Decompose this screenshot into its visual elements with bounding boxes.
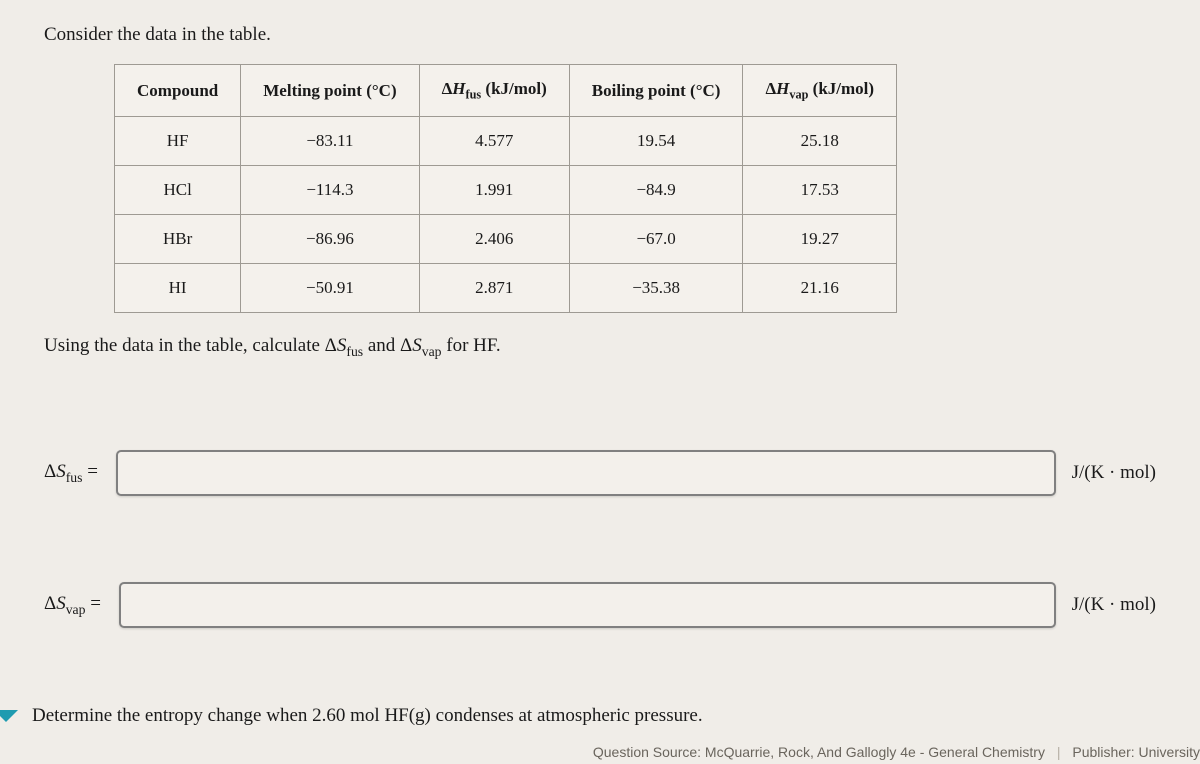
delta-s-vap-unit: J/(K · mol) — [1072, 594, 1156, 616]
intro-text: Consider the data in the table. — [44, 24, 1156, 46]
col-boiling-point: Boiling point (°C) — [569, 65, 743, 117]
publisher-value: University — [1135, 744, 1200, 760]
calculation-prompt: Using the data in the table, calculate Δ… — [44, 335, 1156, 360]
cell-hfus: 1.991 — [419, 166, 569, 215]
delta-s-vap-label: ΔSvap = — [44, 593, 101, 618]
cell-mp: −83.11 — [241, 117, 419, 166]
next-question-row: Determine the entropy change when 2.60 m… — [44, 704, 1156, 728]
cell-bp: −35.38 — [569, 264, 743, 313]
table-row: HCl −114.3 1.991 −84.9 17.53 — [115, 166, 897, 215]
cell-bp: 19.54 — [569, 117, 743, 166]
col-compound: Compound — [115, 65, 241, 117]
cell-hfus: 2.406 — [419, 215, 569, 264]
delta-s-fus-label: ΔSfus = — [44, 461, 98, 486]
cell-mp: −50.91 — [241, 264, 419, 313]
delta-s-fus-row: ΔSfus = J/(K · mol) — [44, 450, 1156, 496]
cell-hfus: 2.871 — [419, 264, 569, 313]
chevron-down-icon[interactable] — [0, 710, 18, 722]
table-row: HF −83.11 4.577 19.54 25.18 — [115, 117, 897, 166]
next-question-text: Determine the entropy change when 2.60 m… — [32, 705, 703, 727]
table-row: HBr −86.96 2.406 −67.0 19.27 — [115, 215, 897, 264]
col-delta-h-vap: ΔHvap (kJ/mol) — [743, 65, 897, 117]
cell-mp: −114.3 — [241, 166, 419, 215]
cell-compound: HI — [115, 264, 241, 313]
cell-hvap: 21.16 — [743, 264, 897, 313]
cell-compound: HBr — [115, 215, 241, 264]
publisher-label: Publisher: — [1072, 744, 1134, 760]
cell-bp: −67.0 — [569, 215, 743, 264]
col-delta-h-fus: ΔHfus (kJ/mol) — [419, 65, 569, 117]
cell-hfus: 4.577 — [419, 117, 569, 166]
delta-s-vap-row: ΔSvap = J/(K · mol) — [44, 582, 1156, 628]
cell-compound: HF — [115, 117, 241, 166]
separator-icon: | — [1057, 744, 1061, 760]
attribution-footer: Question Source: McQuarrie, Rock, And Ga… — [593, 740, 1200, 764]
delta-s-vap-input[interactable] — [119, 582, 1056, 628]
table-row: HI −50.91 2.871 −35.38 21.16 — [115, 264, 897, 313]
table-header-row: Compound Melting point (°C) ΔHfus (kJ/mo… — [115, 65, 897, 117]
delta-s-fus-input[interactable] — [116, 450, 1056, 496]
cell-hvap: 17.53 — [743, 166, 897, 215]
cell-bp: −84.9 — [569, 166, 743, 215]
delta-s-fus-unit: J/(K · mol) — [1072, 462, 1156, 484]
cell-hvap: 25.18 — [743, 117, 897, 166]
cell-mp: −86.96 — [241, 215, 419, 264]
compound-data-table: Compound Melting point (°C) ΔHfus (kJ/mo… — [114, 64, 897, 313]
col-melting-point: Melting point (°C) — [241, 65, 419, 117]
cell-hvap: 19.27 — [743, 215, 897, 264]
cell-compound: HCl — [115, 166, 241, 215]
source-value: McQuarrie, Rock, And Gallogly 4e - Gener… — [701, 744, 1045, 760]
source-label: Question Source: — [593, 744, 701, 760]
